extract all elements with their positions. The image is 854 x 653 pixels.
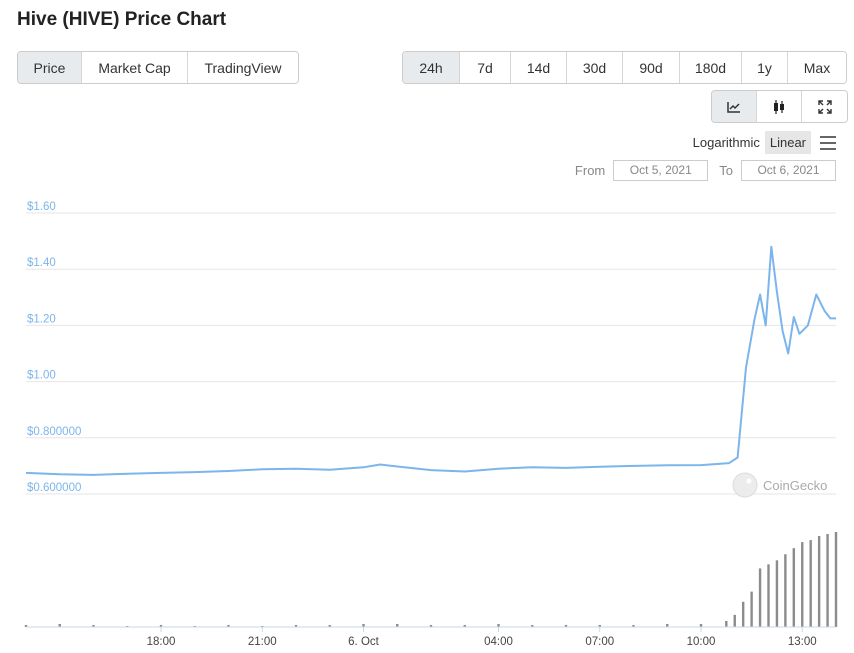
volume-bar <box>775 560 779 627</box>
volume-bar <box>328 624 331 627</box>
volume-bar <box>784 554 787 627</box>
volume-bar <box>817 536 821 627</box>
volume-bar <box>497 623 500 627</box>
volume-bar <box>429 624 433 627</box>
watermark-text: CoinGecko <box>763 478 827 493</box>
volume-bar <box>741 601 745 627</box>
y-tick-label: $1.60 <box>27 201 56 213</box>
volume-bar <box>801 542 804 627</box>
volume-bar <box>362 623 365 627</box>
volume-bar <box>826 534 829 627</box>
x-tick-label: 6. Oct <box>348 636 379 648</box>
volume-bar <box>733 614 736 627</box>
scale-selector: Logarithmic Linear <box>688 131 836 154</box>
volume-bar <box>531 624 534 627</box>
x-tick-label: 07:00 <box>585 636 614 648</box>
volume-bar <box>126 625 129 627</box>
from-date-input[interactable]: Oct 5, 2021 <box>613 160 709 181</box>
x-tick-label: 13:00 <box>788 636 817 648</box>
volume-bar <box>666 623 669 627</box>
volume-bar <box>758 568 762 627</box>
volume-bar <box>750 591 753 627</box>
y-tick-label: $0.600000 <box>27 482 81 494</box>
volume-bar <box>294 624 298 627</box>
scale-logarithmic[interactable]: Logarithmic <box>692 135 760 150</box>
volume-bar <box>809 540 812 627</box>
x-tick-label: 21:00 <box>248 636 277 648</box>
y-tick-label: $1.20 <box>27 313 56 325</box>
volume-bar <box>193 625 196 627</box>
volume-bar <box>463 624 466 627</box>
volume-bar <box>58 623 61 627</box>
price-line <box>25 245 836 476</box>
tab-market-cap[interactable]: Market Cap <box>82 52 188 83</box>
volume-bar <box>767 564 770 627</box>
volume-bar <box>396 623 399 627</box>
range-30d[interactable]: 30d <box>567 52 623 83</box>
to-label: To <box>719 163 733 178</box>
expand-button[interactable] <box>802 91 847 122</box>
y-tick-label: $1.40 <box>27 257 56 269</box>
x-tick-label: 10:00 <box>687 636 716 648</box>
volume-bar <box>834 532 838 627</box>
scale-linear[interactable]: Linear <box>764 131 811 154</box>
x-tick-label: 18:00 <box>147 636 176 648</box>
price-chart: $0.600000 $0.800000 $1.00 $1.20 $1.40 $1.60 1… <box>24 201 838 648</box>
range-1y[interactable]: 1y <box>742 52 788 83</box>
range-90d[interactable]: 90d <box>623 52 680 83</box>
tab-price[interactable]: Price <box>18 52 82 83</box>
range-14d[interactable]: 14d <box>511 52 567 83</box>
expand-icon <box>817 99 832 114</box>
line-chart-icon <box>727 101 740 113</box>
from-label: From <box>574 163 606 178</box>
range-24h[interactable]: 24h <box>403 52 460 83</box>
chart-type-tabs <box>711 90 848 123</box>
range-7d[interactable]: 7d <box>460 52 511 83</box>
to-date-input[interactable]: Oct 6, 2021 <box>741 160 836 181</box>
volume-bar <box>227 624 230 627</box>
volume-bar <box>699 623 703 627</box>
volume-bar <box>159 624 163 627</box>
page-title: Hive (HIVE) Price Chart <box>17 9 227 30</box>
volume-bar <box>632 624 635 627</box>
date-range: From Oct 5, 2021 To Oct 6, 2021 <box>575 160 836 181</box>
volume-bar <box>261 625 264 627</box>
candlestick-button[interactable] <box>757 91 802 122</box>
range-max[interactable]: Max <box>788 52 846 83</box>
volume-bar <box>92 624 95 627</box>
candlestick-icon <box>774 99 784 114</box>
coingecko-watermark: CoinGecko <box>732 472 827 498</box>
volume-bar <box>792 548 796 627</box>
volume-bar <box>598 624 601 627</box>
volume-bar <box>564 624 568 627</box>
y-tick-label: $0.800000 <box>27 426 81 438</box>
range-180d[interactable]: 180d <box>680 52 742 83</box>
volume-bar <box>24 624 28 627</box>
range-tabs: 24h 7d 14d 30d 90d 180d 1y Max <box>402 51 847 84</box>
hamburger-menu-icon[interactable] <box>820 135 836 150</box>
volume-bar <box>725 620 728 627</box>
view-tabs: Price Market Cap TradingView <box>17 51 299 84</box>
tab-tradingview[interactable]: TradingView <box>188 52 298 83</box>
y-tick-label: $1.00 <box>27 370 56 382</box>
line-chart-button[interactable] <box>712 91 757 122</box>
x-tick-label: 04:00 <box>484 636 513 648</box>
